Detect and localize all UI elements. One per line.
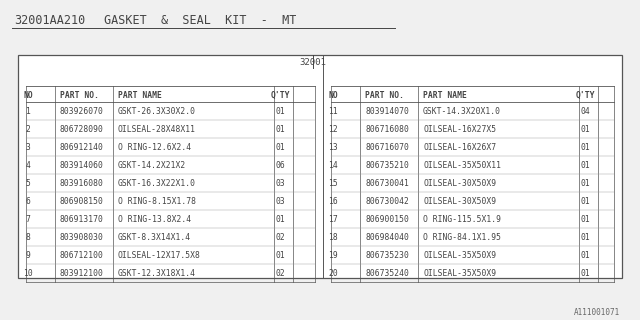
Text: 806730042: 806730042: [365, 196, 409, 205]
Text: 13: 13: [328, 142, 338, 151]
Text: 803926070: 803926070: [60, 107, 104, 116]
Text: 6: 6: [26, 196, 31, 205]
Text: OILSEAL-35X50X11: OILSEAL-35X50X11: [423, 161, 501, 170]
Text: 01: 01: [580, 233, 590, 242]
Text: NO: NO: [23, 91, 33, 100]
Text: 17: 17: [328, 214, 338, 223]
Text: 806735240: 806735240: [365, 268, 409, 277]
Text: 803912100: 803912100: [60, 268, 104, 277]
Text: 806900150: 806900150: [365, 214, 409, 223]
Text: 01: 01: [275, 142, 285, 151]
Text: 01: 01: [580, 214, 590, 223]
Text: NO: NO: [328, 91, 338, 100]
Text: OILSEAL-30X50X9: OILSEAL-30X50X9: [423, 179, 496, 188]
Text: 15: 15: [328, 179, 338, 188]
Text: OILSEAL-30X50X9: OILSEAL-30X50X9: [423, 196, 496, 205]
Text: 19: 19: [328, 251, 338, 260]
Text: PART NAME: PART NAME: [118, 91, 162, 100]
Text: 806908150: 806908150: [60, 196, 104, 205]
Text: 806735210: 806735210: [365, 161, 409, 170]
Text: 10: 10: [23, 268, 33, 277]
Text: 01: 01: [580, 251, 590, 260]
Text: OILSEAL-12X17.5X8: OILSEAL-12X17.5X8: [118, 251, 201, 260]
Text: Q'TY: Q'TY: [575, 91, 595, 100]
Text: O RING-84.1X1.95: O RING-84.1X1.95: [423, 233, 501, 242]
Text: O RING-115.5X1.9: O RING-115.5X1.9: [423, 214, 501, 223]
Text: 8: 8: [26, 233, 31, 242]
Text: PART NAME: PART NAME: [423, 91, 467, 100]
Text: 9: 9: [26, 251, 31, 260]
Text: 5: 5: [26, 179, 31, 188]
Text: O RING-13.8X2.4: O RING-13.8X2.4: [118, 214, 191, 223]
Text: 806712100: 806712100: [60, 251, 104, 260]
Text: OILSEAL-28X48X11: OILSEAL-28X48X11: [118, 124, 196, 133]
Text: 01: 01: [275, 124, 285, 133]
Text: 806716080: 806716080: [365, 124, 409, 133]
Text: 02: 02: [275, 268, 285, 277]
Text: GASKET  &  SEAL  KIT  -  MT: GASKET & SEAL KIT - MT: [104, 14, 296, 27]
Text: 16: 16: [328, 196, 338, 205]
Text: 02: 02: [275, 233, 285, 242]
Text: 803908030: 803908030: [60, 233, 104, 242]
Text: 806728090: 806728090: [60, 124, 104, 133]
Text: OILSEAL-35X50X9: OILSEAL-35X50X9: [423, 268, 496, 277]
Text: 4: 4: [26, 161, 31, 170]
Text: OILSEAL-16X26X7: OILSEAL-16X26X7: [423, 142, 496, 151]
Text: 01: 01: [275, 251, 285, 260]
Text: 01: 01: [275, 214, 285, 223]
Text: 12: 12: [328, 124, 338, 133]
Text: PART NO.: PART NO.: [60, 91, 99, 100]
Text: 01: 01: [580, 196, 590, 205]
Text: 11: 11: [328, 107, 338, 116]
Text: GSKT-8.3X14X1.4: GSKT-8.3X14X1.4: [118, 233, 191, 242]
Text: GSKT-14.2X21X2: GSKT-14.2X21X2: [118, 161, 186, 170]
Text: 803916080: 803916080: [60, 179, 104, 188]
Text: 2: 2: [26, 124, 31, 133]
Text: 03: 03: [275, 179, 285, 188]
Text: 04: 04: [580, 107, 590, 116]
Text: 01: 01: [580, 161, 590, 170]
Text: 06: 06: [275, 161, 285, 170]
Text: 806730041: 806730041: [365, 179, 409, 188]
Text: OILSEAL-16X27X5: OILSEAL-16X27X5: [423, 124, 496, 133]
Text: 32001AA210: 32001AA210: [14, 14, 85, 27]
Text: 7: 7: [26, 214, 31, 223]
Bar: [18, 55, 622, 278]
Text: O RING-8.15X1.78: O RING-8.15X1.78: [118, 196, 196, 205]
Text: GSKT-16.3X22X1.0: GSKT-16.3X22X1.0: [118, 179, 196, 188]
Text: OILSEAL-35X50X9: OILSEAL-35X50X9: [423, 251, 496, 260]
Text: 18: 18: [328, 233, 338, 242]
Text: GSKT-12.3X18X1.4: GSKT-12.3X18X1.4: [118, 268, 196, 277]
Text: 1: 1: [26, 107, 31, 116]
Text: 803914070: 803914070: [365, 107, 409, 116]
Text: 01: 01: [580, 179, 590, 188]
Text: 806984040: 806984040: [365, 233, 409, 242]
Text: 806735230: 806735230: [365, 251, 409, 260]
Text: 01: 01: [580, 124, 590, 133]
Text: 01: 01: [580, 142, 590, 151]
Text: GSKT-26.3X30X2.0: GSKT-26.3X30X2.0: [118, 107, 196, 116]
Text: 01: 01: [275, 107, 285, 116]
Text: O RING-12.6X2.4: O RING-12.6X2.4: [118, 142, 191, 151]
Text: 03: 03: [275, 196, 285, 205]
Text: GSKT-14.3X20X1.0: GSKT-14.3X20X1.0: [423, 107, 501, 116]
Text: 806716070: 806716070: [365, 142, 409, 151]
Text: 806912140: 806912140: [60, 142, 104, 151]
Text: A111001071: A111001071: [573, 308, 620, 317]
Text: 14: 14: [328, 161, 338, 170]
Text: 32001: 32001: [300, 58, 326, 67]
Text: 803914060: 803914060: [60, 161, 104, 170]
Text: 20: 20: [328, 268, 338, 277]
Text: PART NO.: PART NO.: [365, 91, 404, 100]
Text: 806913170: 806913170: [60, 214, 104, 223]
Text: 3: 3: [26, 142, 31, 151]
Text: Q'TY: Q'TY: [270, 91, 290, 100]
Text: 01: 01: [580, 268, 590, 277]
